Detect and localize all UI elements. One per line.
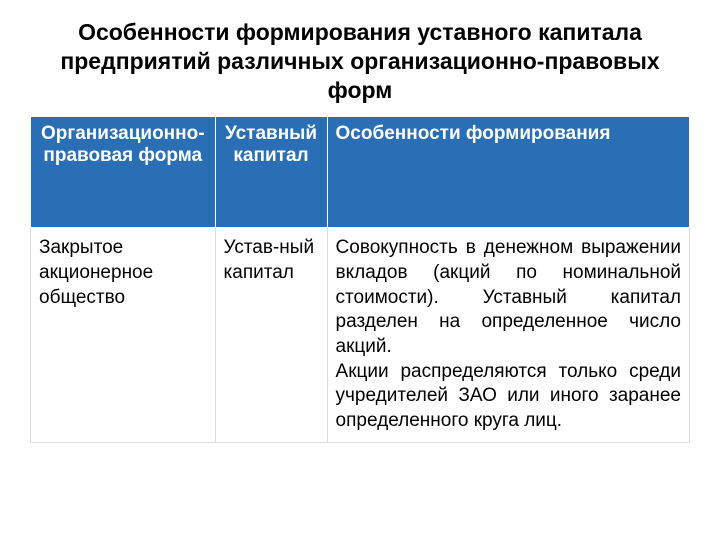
page-title: Особенности формирования уставного капит… [30,18,690,104]
cell-capital: Устав-ный капитал [215,228,327,443]
table-header-row: Организационно-правовая форма Уставный к… [31,117,690,228]
features-paragraph-1: Совокупность в денежном выражении вкладо… [336,237,681,357]
header-legal-form: Организационно-правовая форма [31,117,216,228]
cell-legal-form: Закрытое акционерное общество [31,228,216,443]
table-row: Закрытое акционерное общество Устав-ный … [31,228,690,443]
cell-features: Совокупность в денежном выражении вкладо… [327,228,689,443]
header-capital: Уставный капитал [215,117,327,228]
features-paragraph-2: Акции распределяются только среди учреди… [336,361,681,431]
header-features: Особенности формирования [327,117,689,228]
capital-table: Организационно-правовая форма Уставный к… [30,116,690,443]
